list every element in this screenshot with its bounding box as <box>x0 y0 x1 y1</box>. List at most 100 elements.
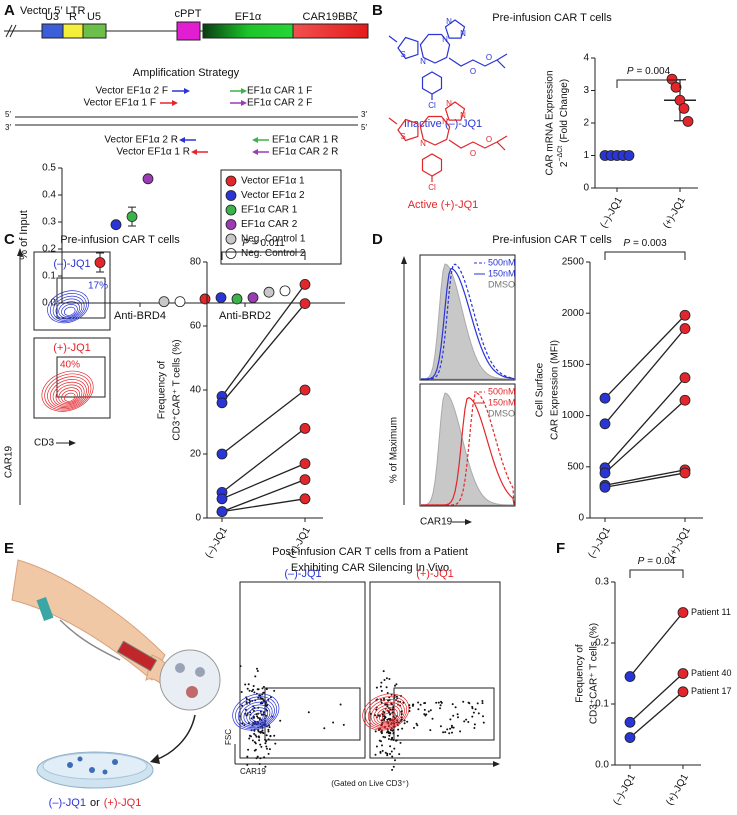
event-dot <box>382 718 385 721</box>
chart-title: Pre-infusion CAR T cells <box>60 234 180 246</box>
event-dot <box>380 689 383 692</box>
data-point <box>682 115 694 127</box>
panel-label: B <box>372 2 383 19</box>
histogram-frame <box>419 383 516 507</box>
event-dot <box>391 755 394 758</box>
atom-label: N <box>442 117 448 126</box>
axis-label: FSC <box>224 729 233 745</box>
atom-label: S <box>400 132 405 141</box>
event-dot <box>473 723 476 726</box>
x-tick-label: (+)-JQ1 <box>661 195 688 230</box>
primer-label: EF1α CAR 2 F <box>247 98 312 109</box>
event-dot <box>257 716 260 719</box>
event-dot <box>463 720 466 723</box>
contour <box>243 704 271 726</box>
ring <box>421 153 443 177</box>
data-point <box>199 293 211 305</box>
y-tick-label: 0 <box>195 513 201 524</box>
contour <box>63 392 76 402</box>
label-sup: −ΔCt <box>557 146 564 162</box>
event-dot <box>467 721 470 723</box>
legend-label: 150nM <box>488 268 516 278</box>
event-dot <box>429 729 432 732</box>
x-tick-label: (–)-JQ1 <box>611 772 638 807</box>
axis-label: % of Maximum <box>389 417 400 483</box>
event-dot <box>387 699 390 702</box>
event-dot <box>379 751 382 754</box>
data-point <box>679 372 691 384</box>
event-dot <box>437 701 440 704</box>
event-dot <box>389 729 392 731</box>
ring <box>444 101 466 121</box>
event-dot <box>279 719 282 722</box>
x-tick-label: Anti-BRD4 <box>114 310 166 322</box>
y-tick-label: 1500 <box>562 359 585 370</box>
event-dot <box>388 678 391 680</box>
event-dot <box>417 708 420 711</box>
atom-label: O <box>470 67 476 76</box>
contour <box>246 707 269 725</box>
event-dot <box>253 749 256 752</box>
contour <box>237 699 275 728</box>
arrowhead <box>184 88 190 94</box>
event-dot <box>417 701 420 704</box>
event-dot <box>395 683 398 686</box>
y-tick-label: 3 <box>583 85 589 96</box>
pair-line <box>221 303 306 404</box>
panel-label: A <box>4 2 15 19</box>
event-dot <box>473 727 476 729</box>
condition-label: (–)-JQ1 <box>284 568 321 580</box>
event-dot <box>446 728 449 731</box>
event-dot <box>382 670 385 673</box>
event-dot <box>254 742 257 745</box>
event-dot <box>385 686 388 689</box>
gating-note: (Gated on Live CD3⁺) <box>331 779 409 788</box>
arrowhead <box>252 137 258 143</box>
data-point <box>231 293 243 305</box>
p-symbol: P <box>627 66 634 77</box>
bond <box>448 135 508 149</box>
event-dot <box>389 753 391 755</box>
condition-label: (–)-JQ1 <box>53 258 90 270</box>
x-tick-label: Anti-BRD2 <box>219 310 271 322</box>
event-dot <box>267 698 270 701</box>
y-tick-label: 0.1 <box>42 271 56 282</box>
y-axis-label: CAR Expression (MFI) <box>550 340 561 440</box>
x-tick-label: (–)-JQ1 <box>586 525 613 560</box>
compound-label: Inactive (–)-JQ1 <box>404 118 482 130</box>
illustration <box>11 559 221 789</box>
event-dot <box>390 702 393 705</box>
event-dot <box>256 670 259 672</box>
contour <box>61 304 78 317</box>
panel-label: C <box>4 231 15 248</box>
event-dot <box>245 698 248 700</box>
pair-line <box>604 472 686 488</box>
event-dot <box>383 679 386 681</box>
event-dot <box>456 713 459 716</box>
data-point <box>677 668 689 679</box>
y-tick-label: 2000 <box>562 308 585 319</box>
panel-title: Exhibiting CAR Silencing In Vivo <box>291 562 449 574</box>
data-point <box>677 686 689 698</box>
event-dot <box>381 749 384 752</box>
data-point <box>299 278 311 290</box>
event-dot <box>374 730 377 733</box>
event-dot <box>468 702 471 705</box>
atom-label: Cl <box>428 183 436 192</box>
event-dot <box>390 738 393 741</box>
ring <box>419 115 451 146</box>
p-text: = 0.011 <box>252 238 285 249</box>
p-value: P = 0.003 <box>623 238 667 249</box>
legend-box <box>220 169 342 265</box>
event-dot <box>253 691 256 694</box>
event-dot <box>239 715 241 718</box>
event-dot <box>248 734 251 737</box>
molecule <box>388 19 508 100</box>
strand-end: 5′ <box>5 110 11 119</box>
atom-label: N <box>420 57 426 66</box>
event-dot <box>339 703 342 706</box>
event-dot <box>256 715 259 718</box>
contour <box>251 712 264 722</box>
event-dot <box>259 731 262 734</box>
